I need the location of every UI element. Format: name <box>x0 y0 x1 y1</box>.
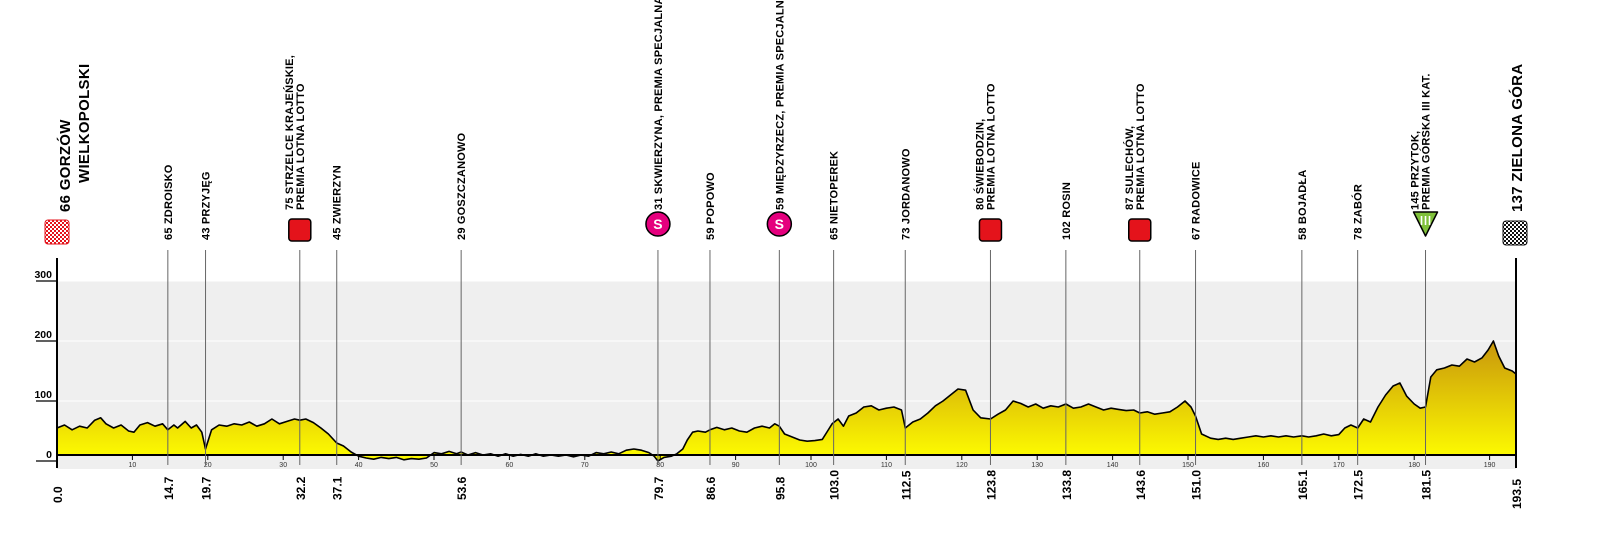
start-marker: 66 GORZÓW WIELKOPOLSKI 0.0 <box>44 64 93 503</box>
waypoint-name: 75 STRZELCE KRAJEŃSKIE, <box>283 55 296 210</box>
start-flag-icon <box>44 219 70 245</box>
waypoint-name: 78 ZABÓR <box>1352 184 1365 240</box>
x-tick-label: 170 <box>1333 462 1345 469</box>
sprint-icon <box>1128 218 1152 242</box>
waypoint-name: PREMIA LOTNA LOTTO <box>1135 83 1147 210</box>
waypoint-name: 67 RADOWICE <box>1191 161 1203 240</box>
finish-town-label: 137 ZIELONA GÓRA <box>1508 64 1526 212</box>
waypoint: 75 STRZELCE KRAJEŃSKIE, PREMIA LOTNA LOTT… <box>283 55 312 500</box>
sprint-icon <box>978 218 1003 242</box>
waypoints: 65 ZDROISKO 14.7 43 PRZYJĘG 19.7 75 STRZELCE… <box>162 0 1439 500</box>
waypoint-km-label: 181.5 <box>1420 470 1434 500</box>
x-tick-label: 180 <box>1408 462 1420 469</box>
waypoint: 58 BOJADŁA 165.1 <box>1296 170 1310 500</box>
x-tick-label: 100 <box>805 462 817 469</box>
waypoint-km-label: 143.6 <box>1134 470 1148 500</box>
waypoint-name: 59 MIĘDZYRZECZ, PREMIA SPECJALNA <box>774 0 786 210</box>
waypoint: 80 ŚWIEBODZIN, PREMIA LOTNA LOTTO 123.8 <box>974 83 1003 500</box>
waypoint-name: 29 GOSZCZANOWO <box>456 132 468 240</box>
finish-marker: 137 ZIELONA GÓRA 193.5 <box>1502 64 1528 509</box>
start-town-line2: WIELKOPOLSKI <box>76 64 93 183</box>
x-tick-label: 150 <box>1182 462 1194 469</box>
x-tick-label: 140 <box>1107 462 1119 469</box>
x-tick-label: 80 <box>656 462 664 469</box>
special-prize-icon <box>766 211 793 237</box>
special-prize-icon <box>645 211 671 237</box>
waypoint: 73 JORDANOWO 112.5 <box>899 148 913 500</box>
x-tick-label: 90 <box>732 462 740 469</box>
waypoint-km-label: 19.7 <box>200 476 214 500</box>
waypoint-name: PREMIA LOTNA LOTTO <box>295 83 307 210</box>
special-prize-letter: S <box>653 216 662 232</box>
waypoint: 87 SULECHÓW, PREMIA LOTNA LOTTO 143.6 <box>1123 83 1152 500</box>
waypoint-name: 102 ROSIN <box>1061 182 1073 240</box>
waypoint-name: PREMIA GÓRSKA III KAT. <box>1420 73 1433 210</box>
waypoint-km-label: 103.0 <box>828 470 842 500</box>
waypoint-km-label: 86.6 <box>704 476 718 500</box>
sprint-icon <box>288 218 312 242</box>
waypoint-name: 73 JORDANOWO <box>900 148 912 240</box>
x-tick-label: 160 <box>1258 462 1270 469</box>
waypoint-km-label: 172.5 <box>1352 470 1366 500</box>
waypoint-name: 87 SULECHÓW, <box>1123 126 1136 210</box>
waypoint-name: 145 PRZYTOK, <box>1410 131 1422 210</box>
waypoint-km-label: 95.8 <box>773 476 787 500</box>
elevation-profile-area <box>57 341 1516 461</box>
waypoint-name: 65 ZDROISKO <box>163 164 175 240</box>
waypoint-km-label: 32.2 <box>294 476 308 500</box>
waypoint: 145 PRZYTOK, PREMIA GÓRSKA III KAT. 181.5 <box>1410 73 1439 500</box>
waypoint-km-label: 79.7 <box>652 476 666 500</box>
waypoint: 43 PRZYJĘG 19.7 <box>200 171 214 500</box>
x-tick-label: 120 <box>956 462 968 469</box>
x-tick-label: 110 <box>881 462 892 469</box>
finish-km-label: 193.5 <box>1510 479 1524 509</box>
waypoint: 45 ZWIERZYN 37.1 <box>331 165 345 500</box>
waypoint-km-label: 123.8 <box>985 470 999 500</box>
x-tick-label: 10 <box>129 462 137 469</box>
waypoint-km-label: 151.0 <box>1190 470 1204 500</box>
waypoint-name: 65 NIETOPEREK <box>829 151 841 240</box>
waypoint: 102 ROSIN 133.8 <box>1060 182 1074 500</box>
waypoint-name: 80 ŚWIEBODZIN, <box>974 119 987 210</box>
x-tick-label: 40 <box>355 462 363 469</box>
x-tick-label: 20 <box>204 462 212 469</box>
x-tick-label: 60 <box>506 462 514 469</box>
x-tick-label: 50 <box>430 462 438 469</box>
x-tick-label: 190 <box>1484 462 1496 469</box>
waypoint-km-label: 112.5 <box>899 470 913 500</box>
y-tick-label: 300 <box>34 269 52 281</box>
waypoint: 29 GOSZCZANOWO 53.6 <box>455 132 469 500</box>
y-tick-label: 200 <box>34 329 52 341</box>
x-tick-label: 130 <box>1031 462 1043 469</box>
waypoint: 78 ZABÓR 172.5 <box>1352 184 1366 500</box>
waypoint-name: 43 PRZYJĘG <box>201 171 213 240</box>
waypoint-km-label: 14.7 <box>162 476 176 500</box>
waypoint: 59 POPOWO 86.6 <box>704 172 718 500</box>
waypoint-km-label: 133.8 <box>1060 470 1074 500</box>
special-prize-letter: S <box>775 216 784 232</box>
waypoint: 65 ZDROISKO 14.7 <box>162 164 176 500</box>
start-km-label: 0.0 <box>51 486 65 503</box>
finish-flag-icon <box>1502 220 1528 246</box>
waypoint-name: 45 ZWIERZYN <box>332 165 344 240</box>
waypoint: 67 RADOWICE 151.0 <box>1190 161 1204 500</box>
y-tick-label: 0 <box>46 449 52 461</box>
y-tick-label: 100 <box>34 389 52 401</box>
waypoint-name: 31 SKWIERZYNA, PREMIA SPECJALNA <box>653 0 665 210</box>
x-tick-label: 30 <box>279 462 287 469</box>
y-axis: 0 100 200 300 <box>34 269 58 462</box>
waypoint: S 31 SKWIERZYNA, PREMIA SPECJALNA 79.7 <box>645 0 671 500</box>
start-town-line1: 66 GORZÓW <box>56 119 74 212</box>
waypoint-km-label: 53.6 <box>455 476 469 500</box>
x-tick-label: 70 <box>581 462 589 469</box>
waypoint-name: 59 POPOWO <box>705 172 717 240</box>
waypoint: S 59 MIĘDZYRZECZ, PREMIA SPECJALNA 95.8 <box>766 0 793 500</box>
waypoint: 65 NIETOPEREK 103.0 <box>828 151 842 500</box>
waypoint-name: 58 BOJADŁA <box>1297 170 1309 240</box>
waypoint-km-label: 37.1 <box>331 476 345 500</box>
waypoint-name: PREMIA LOTNA LOTTO <box>986 83 998 210</box>
waypoint-km-label: 165.1 <box>1296 470 1310 500</box>
